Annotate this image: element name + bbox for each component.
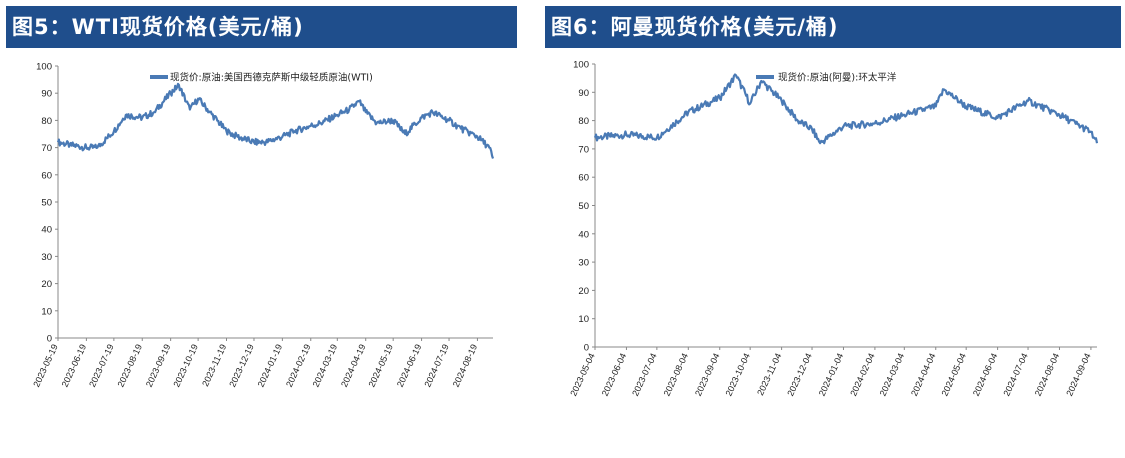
- x-tick-label: 2023-09-19: [144, 343, 173, 389]
- x-tick-label: 2024-02-04: [848, 352, 877, 398]
- y-tick-label: 60: [578, 173, 589, 184]
- x-tick-label: 2024-05-04: [939, 352, 968, 398]
- x-tick-label: 2023-06-04: [600, 352, 629, 398]
- x-tick-label: 2024-07-04: [1001, 352, 1030, 398]
- y-tick-label: 0: [584, 343, 589, 354]
- x-tick-label: 2023-10-04: [723, 352, 752, 398]
- y-tick-label: 10: [578, 314, 589, 325]
- y-tick-label: 80: [578, 116, 589, 127]
- x-tick-label: 2024-08-04: [1033, 352, 1062, 398]
- y-tick-label: 40: [41, 225, 52, 236]
- y-tick-label: 90: [578, 88, 589, 99]
- x-tick-label: 2024-04-04: [909, 352, 938, 398]
- x-tick-label: 2023-08-19: [116, 343, 145, 389]
- x-tick-label: 2024-01-04: [817, 352, 846, 398]
- wti-chart-panel: 图5：WTI现货价格(美元/桶) 0 10 20 30 40 50 60 70 80 90 100 2…: [0, 0, 540, 458]
- x-tick-label: 2023-12-04: [785, 352, 814, 398]
- x-tick-label: 2024-02-19: [284, 343, 313, 389]
- price-series-line: [593, 73, 1099, 145]
- y-tick-label: 70: [41, 143, 52, 154]
- y-tick-label: 100: [36, 62, 52, 73]
- x-tick-label: 2024-01-19: [256, 343, 285, 389]
- y-tick-label: 20: [41, 279, 52, 290]
- oman-chart-panel: 图6：阿曼现货价格(美元/桶) 0 10 20 30 40 50 60 70 80 90 100 20…: [545, 0, 1125, 458]
- y-tick-label: 90: [41, 89, 52, 100]
- y-tick-label: 60: [41, 170, 52, 181]
- x-tick-label: 2023-07-04: [630, 352, 659, 398]
- x-tick-label: 2023-08-04: [662, 352, 691, 398]
- legend-label: 现货价:原油:美国西德克萨斯中级轻质原油(WTI): [170, 72, 373, 84]
- x-tick-label: 2024-03-19: [311, 343, 340, 389]
- x-tick-label: 2023-10-19: [171, 343, 200, 389]
- x-tick-label: 2023-05-04: [568, 352, 597, 398]
- x-tick-label: 2024-09-04: [1064, 352, 1093, 398]
- y-tick-label: 30: [41, 252, 52, 263]
- x-tick-label: 2024-03-04: [878, 352, 907, 398]
- x-tick-label: 2024-04-19: [339, 343, 368, 389]
- y-tick-label: 50: [41, 198, 52, 209]
- y-tick-label: 20: [578, 286, 589, 297]
- y-tick-label: 100: [573, 60, 589, 71]
- legend-label: 现货价:原油(阿曼):环太平洋: [778, 72, 897, 84]
- x-tick-label: 2023-07-19: [87, 343, 116, 389]
- x-tick-label: 2023-11-04: [755, 352, 783, 397]
- chart-title-banner: 图5：WTI现货价格(美元/桶): [6, 6, 517, 48]
- x-tick-label: 2023-09-04: [693, 352, 722, 398]
- price-series-line: [56, 82, 495, 159]
- oman-line-chart: 0 10 20 30 40 50 60 70 80 90 100 2023-05-04 2023-06-…: [568, 60, 1099, 398]
- wti-line-chart: 0 10 20 30 40 50 60 70 80 90 100 2023-05-19 2023-06-…: [31, 62, 495, 389]
- y-tick-label: 30: [578, 258, 589, 269]
- x-tick-label: 2024-07-19: [422, 343, 451, 389]
- x-tick-label: 2023-12-19: [227, 343, 256, 389]
- x-tick-label: 2024-06-19: [395, 343, 424, 389]
- x-tick-label: 2023-05-19: [31, 343, 60, 389]
- x-tick-label: 2024-08-19: [451, 343, 480, 389]
- y-tick-label: 80: [41, 116, 52, 127]
- y-tick-label: 70: [578, 144, 589, 155]
- x-tick-label: 2023-06-19: [60, 343, 89, 389]
- y-tick-label: 50: [578, 201, 589, 212]
- x-tick-label: 2023-11-19: [200, 343, 228, 388]
- y-tick-label: 40: [578, 229, 589, 240]
- y-tick-label: 0: [47, 334, 52, 345]
- chart-title-banner: 图6：阿曼现货价格(美元/桶): [545, 6, 1121, 48]
- x-tick-label: 2024-05-19: [366, 343, 395, 389]
- y-tick-label: 10: [41, 306, 52, 317]
- x-tick-label: 2024-06-04: [971, 352, 1000, 398]
